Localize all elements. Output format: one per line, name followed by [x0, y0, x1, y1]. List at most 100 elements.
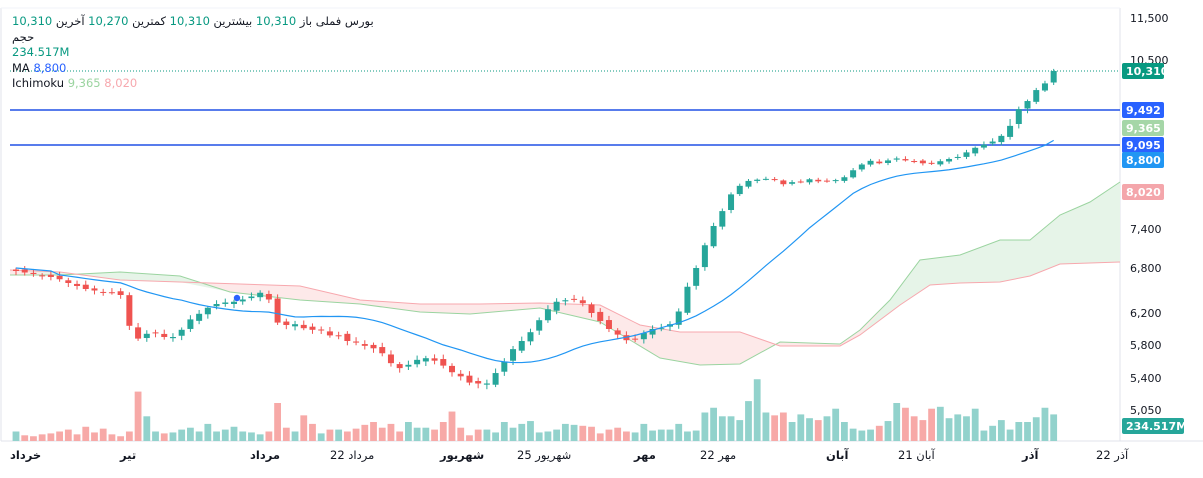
- volume-bar: [963, 416, 970, 441]
- volume-bar: [483, 429, 491, 441]
- volume-bar: [56, 431, 63, 441]
- candle-body: [588, 304, 595, 313]
- volume-bar: [309, 423, 316, 441]
- candle-body: [457, 373, 464, 377]
- legend-ma-label: MA: [12, 60, 30, 75]
- volume-bar: [902, 407, 909, 441]
- volume-bar: [867, 429, 874, 441]
- volume-bar: [12, 431, 20, 441]
- candle-body: [231, 301, 237, 304]
- legend-volume-row[interactable]: حجم 234.517M: [12, 30, 374, 61]
- legend-ichimoku-row[interactable]: Ichimoku 9,365 8,020: [12, 76, 374, 92]
- volume-bar: [823, 416, 831, 441]
- candle-body: [980, 144, 987, 148]
- volume-bar: [134, 391, 142, 441]
- candle-body: [658, 328, 665, 330]
- y-axis-tick: 6,800: [1130, 262, 1162, 275]
- ichimoku-cloud-bullish-early: [10, 270, 230, 292]
- volume-bar: [108, 434, 116, 441]
- volume-bar: [387, 423, 395, 441]
- candle-body: [998, 135, 1005, 143]
- candle-body: [274, 298, 281, 323]
- volume-bar: [884, 421, 892, 441]
- volume-bar: [919, 420, 927, 441]
- x-axis-label: 22 مهر: [700, 448, 736, 463]
- candle-body: [675, 311, 682, 325]
- x-axis-label: 25 شهریور: [517, 448, 571, 463]
- volume-bar: [378, 427, 386, 441]
- candle-body: [169, 337, 176, 339]
- volume-bar: [640, 423, 648, 441]
- legend-high-value: 10,310: [169, 14, 210, 28]
- volume-bar: [997, 420, 1005, 441]
- candle-body: [449, 365, 455, 373]
- legend-ichimoku-value-2: 8,020: [104, 76, 138, 90]
- volume-bar: [779, 412, 787, 441]
- candle-body: [283, 321, 290, 325]
- legend-ma-row[interactable]: MA 8,800: [12, 61, 374, 77]
- candle-body: [754, 179, 761, 181]
- volume-bar: [117, 436, 125, 441]
- legend-low-label: کمترین: [132, 14, 166, 28]
- price-tag-label: 8,800: [1126, 154, 1161, 167]
- volume-bar: [352, 428, 360, 441]
- candle-body: [536, 320, 543, 331]
- candle-body: [858, 164, 865, 170]
- candle-body: [30, 272, 37, 274]
- candle-body: [518, 341, 525, 351]
- candle-body: [911, 161, 918, 163]
- volume-bar: [832, 408, 840, 441]
- price-tag-bg: [1122, 184, 1164, 200]
- x-axis-label: مهر: [633, 448, 656, 462]
- price-tag-label: 234.517M: [1126, 420, 1187, 433]
- x-axis-label: شهریور: [439, 448, 484, 463]
- volume-bar: [544, 431, 552, 441]
- candle-body: [780, 180, 787, 185]
- x-axis-label: مرداد: [250, 448, 280, 462]
- candle-body: [893, 158, 900, 160]
- candle-body: [21, 269, 28, 273]
- candle-body: [919, 160, 926, 164]
- volume-bar: [710, 407, 717, 441]
- price-tag-bg: [1122, 120, 1164, 136]
- candle-body: [928, 162, 935, 164]
- legend-symbol[interactable]: بورس فملی: [315, 14, 374, 28]
- volume-bar: [221, 429, 229, 441]
- candle-body: [649, 329, 656, 335]
- dividend-marker[interactable]: [233, 294, 241, 302]
- volume-bar: [439, 422, 447, 441]
- candle-body: [579, 300, 586, 304]
- x-axis-label: 22 مرداد: [330, 448, 374, 463]
- y-axis-tick: 5,800: [1130, 339, 1162, 352]
- candle-body: [1024, 101, 1031, 109]
- volume-bar: [614, 427, 622, 441]
- volume-bar: [753, 379, 761, 441]
- candle-body: [422, 358, 429, 362]
- candle-body: [431, 358, 438, 361]
- volume-bar: [736, 420, 744, 441]
- volume-bar: [657, 429, 665, 441]
- candle-body: [117, 291, 124, 295]
- volume-bar: [239, 431, 247, 441]
- candle-body: [39, 275, 46, 277]
- volume-bar: [623, 431, 630, 441]
- candle-body: [65, 280, 72, 283]
- candle-body: [492, 373, 499, 385]
- volume-bar: [1024, 422, 1031, 441]
- candle-body: [335, 335, 342, 337]
- chart-legend: بورس فملی باز 10,310 بیشترین 10,310 کمتر…: [12, 14, 374, 92]
- volume-bar: [274, 403, 281, 441]
- candle-body: [693, 268, 700, 286]
- y-axis-tick: 6,200: [1130, 307, 1162, 320]
- candle-body: [108, 292, 115, 294]
- volume-bar: [1006, 429, 1014, 441]
- volume-bar: [448, 411, 456, 441]
- candle-body: [789, 182, 796, 184]
- volume-bar: [265, 431, 273, 441]
- volume-bar: [169, 432, 177, 441]
- candle-body: [989, 141, 996, 144]
- volume-bar: [579, 425, 587, 441]
- candle-body: [946, 158, 953, 162]
- candle-body: [719, 211, 726, 227]
